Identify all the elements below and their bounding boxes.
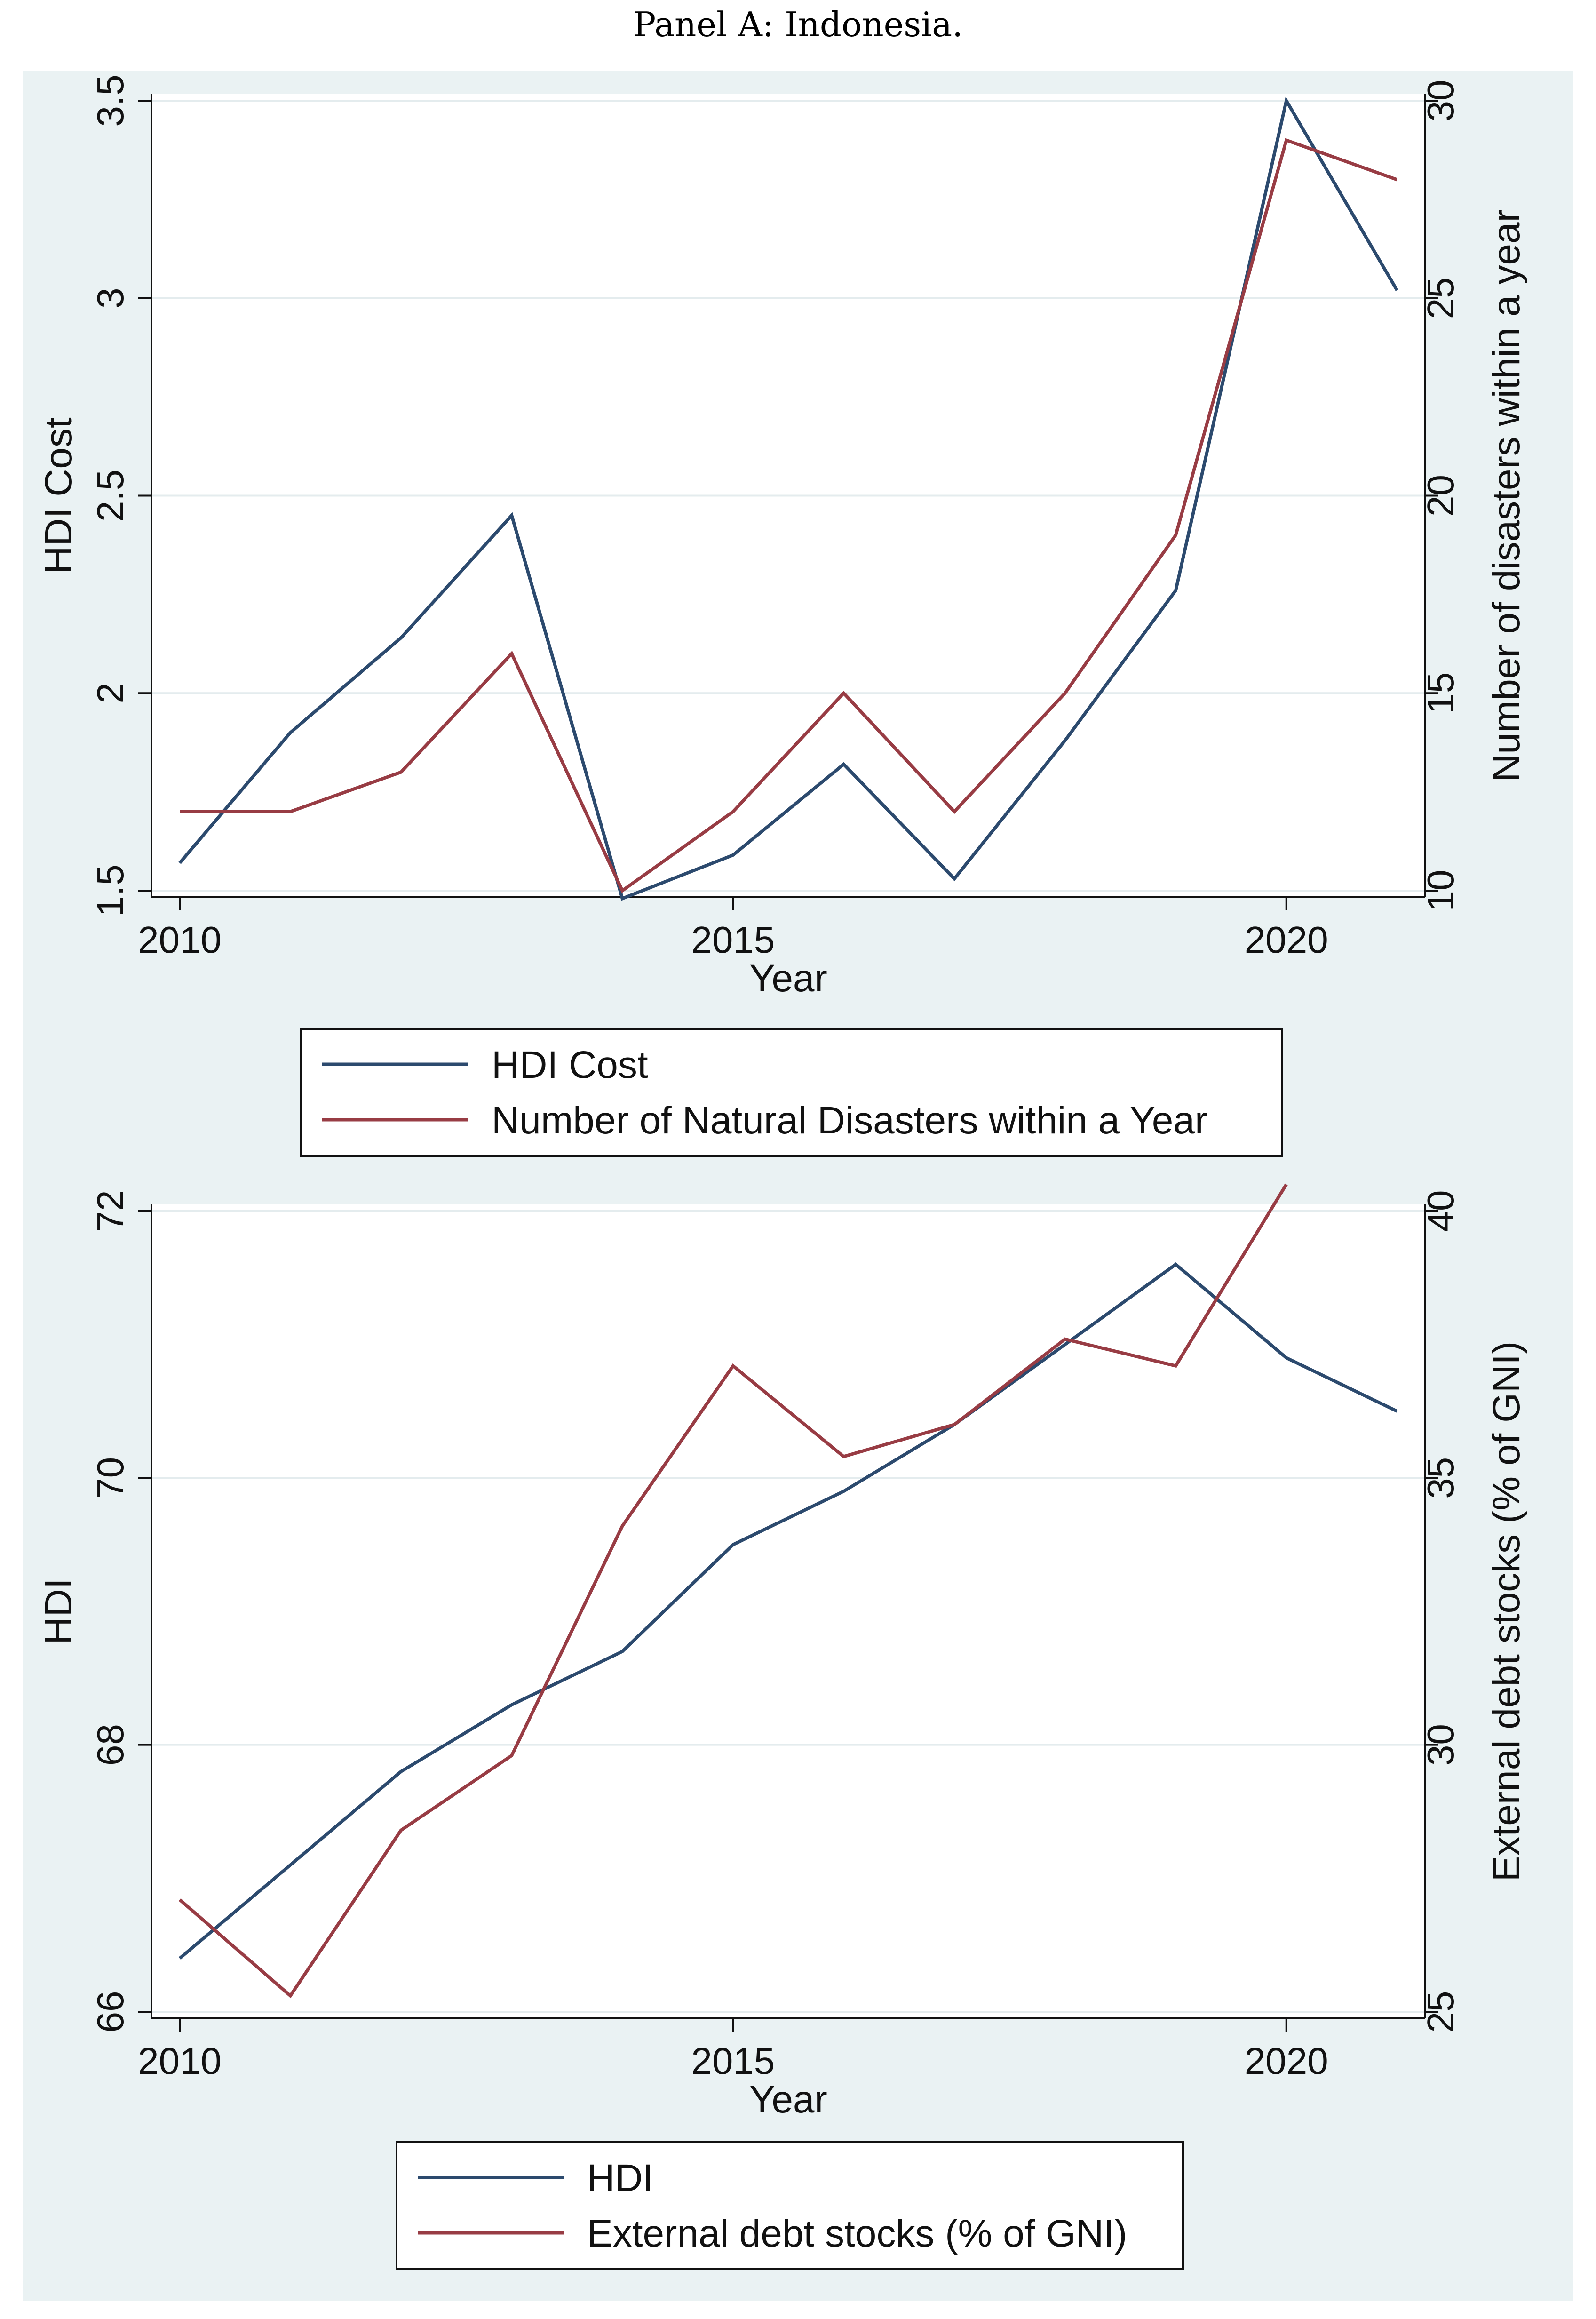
series-line-1: [178, 1262, 1398, 1960]
y-tick-label-left: 1.5: [89, 864, 131, 916]
y-tick-label-left: 66: [89, 1991, 131, 2033]
y-axis-title-right: Number of disasters within a year: [1485, 209, 1528, 782]
panel-title: Panel A: Indonesia.: [633, 5, 963, 44]
y-axis-title-right: External debt stocks (% of GNI): [1485, 1341, 1528, 1881]
legend: HDI External debt stocks (% of GNI): [396, 2141, 1184, 2270]
y-axis-title-left: HDI Cost: [37, 417, 80, 574]
y-tick-label-right: 40: [1420, 1190, 1461, 1232]
series-line-2: [178, 1183, 1288, 1999]
y-tick-label-right: 10: [1420, 870, 1461, 912]
chart-2: 66 68 70 72 25 30 35 40 2010 2015 2020 Year HDI Exter…: [37, 1183, 1528, 2270]
y-tick-label-right: 15: [1420, 672, 1461, 714]
series-line-2: [180, 138, 1398, 893]
y-tick-label-right: 25: [1420, 1991, 1461, 2033]
legend-label: HDI Cost: [492, 1044, 648, 1086]
x-tick-label: 2020: [1245, 919, 1328, 961]
y-tick-label-right: 30: [1420, 80, 1461, 122]
y-tick-label-left: 2: [89, 683, 131, 704]
x-tick-label: 2015: [691, 919, 775, 961]
series-line-1: [178, 96, 1399, 901]
y-tick-label-left: 3: [89, 288, 131, 309]
legend-box: [396, 2141, 1184, 2270]
y-tick-label-right: 20: [1420, 475, 1461, 517]
y-tick-label-left: 68: [89, 1724, 131, 1766]
chart-1: 1.5 2 2.5 3 3.5 10 15 20 25 30 2010 2015 2020 Year HDI…: [37, 74, 1528, 1157]
x-tick-label: 2010: [138, 919, 222, 961]
legend-label: HDI: [587, 2157, 653, 2199]
legend-label: Number of Natural Disasters within a Yea…: [492, 1099, 1207, 1142]
x-tick-label: 2010: [138, 2040, 222, 2082]
x-tick-label: 2020: [1245, 2040, 1328, 2082]
y-tick-label-left: 3.5: [89, 74, 131, 127]
x-axis-title: Year: [749, 2078, 827, 2121]
y-tick-label-right: 35: [1420, 1457, 1461, 1499]
y-tick-label-left: 72: [89, 1190, 131, 1232]
x-axis-title: Year: [749, 957, 827, 1000]
y-tick-label-left: 70: [89, 1457, 131, 1499]
x-tick-label: 2015: [691, 2040, 775, 2082]
legend-box: [300, 1028, 1283, 1157]
legend: HDI Cost Number of Natural Disasters with…: [300, 1028, 1283, 1157]
plot-area: [151, 1204, 1425, 2018]
legend-label: External debt stocks (% of GNI): [587, 2212, 1127, 2255]
y-axis-title-left: HDI: [37, 1578, 80, 1644]
y-tick-label-right: 30: [1420, 1724, 1461, 1766]
y-tick-label-left: 2.5: [89, 470, 131, 522]
y-tick-label-right: 25: [1420, 277, 1461, 319]
